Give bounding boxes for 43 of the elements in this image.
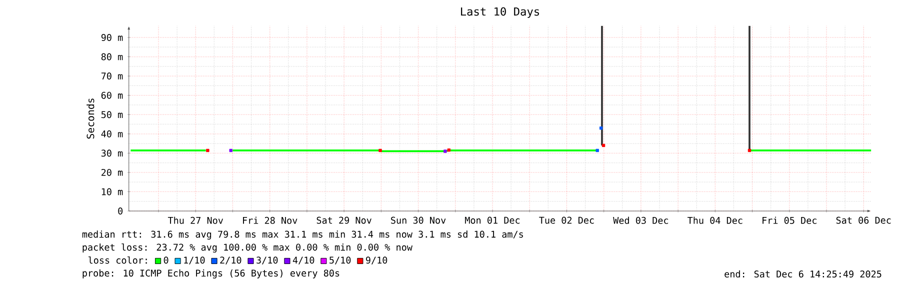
text: median rtt: 31.6 ms avg 79.8 ms max 31.1 ms min 31.4 ms now 3.1 ms sd 10.1 am/s: [82, 230, 523, 240]
point: [596, 148, 599, 152]
point: [447, 148, 451, 152]
legend-label: 2/10: [220, 256, 242, 264]
point: [444, 150, 447, 153]
x-tick-label: Fri 28 Nov: [243, 216, 298, 224]
y-tick-label: 70 m: [101, 72, 123, 80]
y-tick-label: 20 m: [102, 168, 123, 176]
y-tick-label: 80 m: [101, 53, 123, 60]
point: [229, 148, 232, 152]
point: [206, 148, 210, 152]
y-tick-label: 0: [118, 208, 123, 215]
point: [599, 126, 603, 130]
x-tick-label: Sat 06 Dec: [836, 216, 891, 224]
legend-label: 3/10: [256, 256, 278, 264]
legend-label: 0: [164, 256, 168, 264]
y-tick-label: 30 m: [101, 150, 123, 157]
y-tick-label: 40 m: [101, 130, 123, 138]
legend-label: 5/10: [330, 256, 351, 264]
x-tick-label: Wed 03 Dec: [613, 216, 668, 224]
text: probe: 10 ICMP Echo Pings (56 Bytes) every 80s: [82, 269, 340, 278]
legend-title: loss color:: [88, 256, 147, 264]
chart-title: Last 10 Days: [461, 7, 539, 18]
text: end: Sat Dec 6 14:25:49 2025: [724, 270, 882, 278]
x-tick-label: Fri 05 Dec: [762, 216, 816, 224]
y-tick-label: 90 m: [101, 34, 123, 42]
y-tick-label: 60 m: [101, 92, 123, 99]
y-tick-label: 10 m: [102, 188, 123, 196]
legend-label: 4/10: [292, 256, 314, 264]
y-axis-title: Seconds: [86, 98, 94, 139]
x-tick-label: Thu 04 Dec: [688, 216, 742, 224]
legend-label: 9/10: [366, 256, 388, 264]
x-tick-label: Sat 29 Nov: [316, 216, 372, 224]
x-tick-label: Sun 30 Nov: [391, 216, 446, 224]
point: [602, 144, 606, 148]
x-tick-label: Tue 02 Dec: [539, 216, 594, 224]
text: packet loss: 23.72 % avg 100.00 % max 0.00 % min 0.00 % now: [82, 244, 412, 253]
point: [748, 148, 752, 152]
point: [378, 148, 382, 152]
legend-label: 1/10: [184, 256, 205, 264]
x-tick-label: Thu 27 Nov: [168, 216, 224, 224]
y-tick-label: 50 m: [101, 111, 123, 118]
x-tick-label: Mon 01 Dec: [465, 216, 520, 224]
